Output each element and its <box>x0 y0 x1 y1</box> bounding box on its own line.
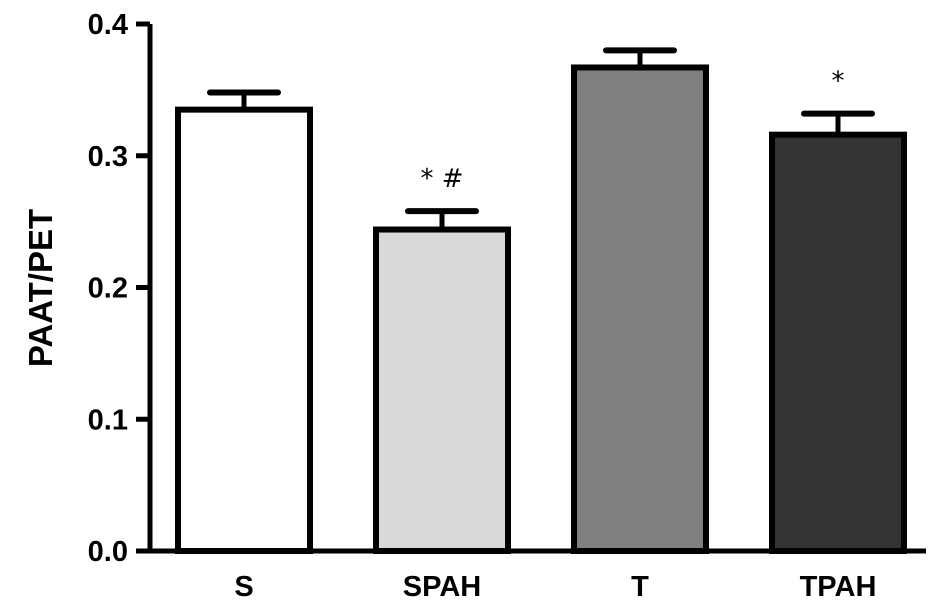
y-tick-label: 0.0 <box>88 536 128 568</box>
y-tick-label: 0.3 <box>88 141 128 173</box>
x-tick-label: SPAH <box>403 571 481 603</box>
bar-s <box>175 106 313 554</box>
x-tick-label: TPAH <box>800 571 877 603</box>
bar-t <box>571 64 709 554</box>
significance-label: * <box>832 67 845 97</box>
y-axis-title: PAAT/PET <box>22 209 59 367</box>
y-tick-label: 0.2 <box>88 273 128 305</box>
x-tick-label: T <box>631 571 649 603</box>
bar-spah <box>373 226 511 554</box>
x-tick-label: S <box>234 571 253 603</box>
y-tick-label: 0.1 <box>88 404 128 436</box>
significance-label: * # <box>420 164 463 194</box>
labels: 0.0 0.1 0.2 0.3 0.4 S SPAH * # T TPAH * <box>88 9 877 603</box>
bar-tpah <box>769 131 907 554</box>
y-tick-label: 0.4 <box>88 9 128 41</box>
bars <box>175 47 907 554</box>
